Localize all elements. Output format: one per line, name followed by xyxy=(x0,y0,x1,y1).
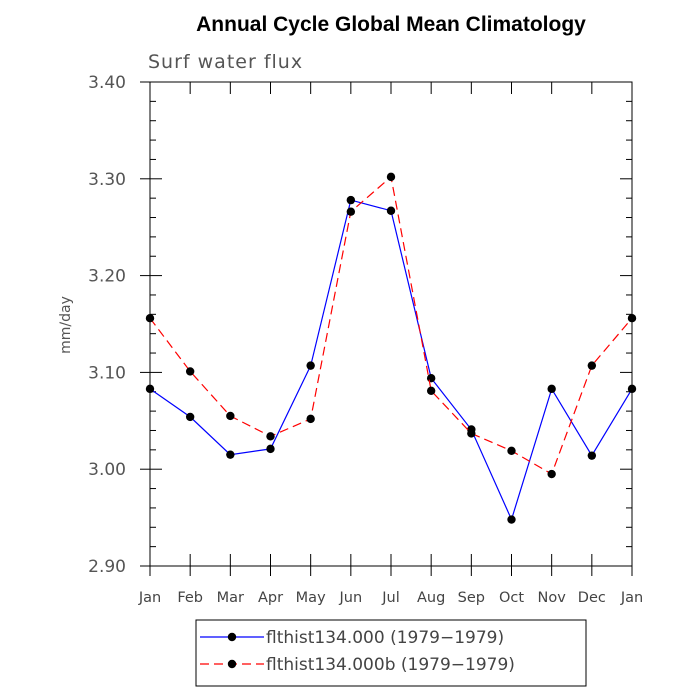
series-1-point xyxy=(386,206,396,215)
series-line-2 xyxy=(149,175,633,475)
series-2-point xyxy=(426,386,436,395)
x-tick-label: Oct xyxy=(499,590,524,606)
series-1-point xyxy=(346,195,356,205)
series-2-point xyxy=(507,446,516,456)
series-1-point xyxy=(627,384,637,394)
x-tick-label: Feb xyxy=(177,590,203,606)
y-tick-label: 3.40 xyxy=(88,73,126,93)
series-1-point xyxy=(507,515,516,524)
y-tick-label: 3.20 xyxy=(88,267,126,287)
x-tick-label: Dec xyxy=(578,590,606,606)
series-2-point xyxy=(226,411,235,421)
series-2-point xyxy=(587,361,597,370)
legend-marker-2 xyxy=(227,659,237,669)
series-1-point xyxy=(266,444,275,454)
legend-label-2: flthist134.000b (1979−1979) xyxy=(266,655,515,675)
series-2-point xyxy=(145,313,155,323)
series-1-point xyxy=(587,451,597,460)
series-1-point xyxy=(426,374,436,383)
series-2-point xyxy=(627,313,637,323)
legend-label-1: flthist134.000 (1979−1979) xyxy=(266,628,504,648)
x-tick-label: Apr xyxy=(258,590,283,606)
series-1-point xyxy=(226,450,235,459)
y-tick-label: 2.90 xyxy=(88,557,126,577)
x-tick-label: Aug xyxy=(417,590,445,606)
series-2-point xyxy=(386,172,396,182)
chart-subtitle: Surf water flux xyxy=(148,51,303,73)
chart-title: Annual Cycle Global Mean Climatology xyxy=(196,13,586,36)
series-2-point xyxy=(306,414,315,424)
series-1-point xyxy=(306,361,315,370)
series-2-point xyxy=(346,207,356,216)
series-1-point xyxy=(185,412,195,422)
series-1-point xyxy=(547,384,556,394)
series-line-1 xyxy=(149,199,633,522)
x-tick-label: Sep xyxy=(458,590,485,606)
series-layer xyxy=(145,172,637,524)
y-tick-label: 3.00 xyxy=(88,460,126,480)
y-tick-label: 3.10 xyxy=(88,363,126,383)
legend: flthist134.000 (1979−1979) flthist134.000… xyxy=(195,619,587,687)
x-tick-label: Mar xyxy=(217,590,244,606)
plot-frame xyxy=(149,81,633,567)
x-tick-label: Jul xyxy=(381,590,400,606)
x-tick-label: Nov xyxy=(538,590,567,606)
x-tick-label: Jan xyxy=(620,590,643,606)
series-1-point xyxy=(145,384,155,394)
series-2-point xyxy=(185,367,195,376)
series-2-point xyxy=(266,432,275,441)
legend-box xyxy=(195,619,587,687)
series-2-point xyxy=(467,429,476,438)
x-tick-label: May xyxy=(296,590,326,606)
x-tick-label: Jan xyxy=(138,590,161,606)
y-axis-label: mm/day xyxy=(58,296,74,354)
x-tick-label: Jun xyxy=(339,590,363,606)
series-2-point xyxy=(547,469,556,479)
legend-marker-1 xyxy=(227,632,237,642)
y-tick-label: 3.30 xyxy=(88,170,126,190)
axis-ticks: 2.90 3.00 3.10 3.20 3.30 3.40 Jan Feb Mar Apr May J… xyxy=(88,73,643,606)
